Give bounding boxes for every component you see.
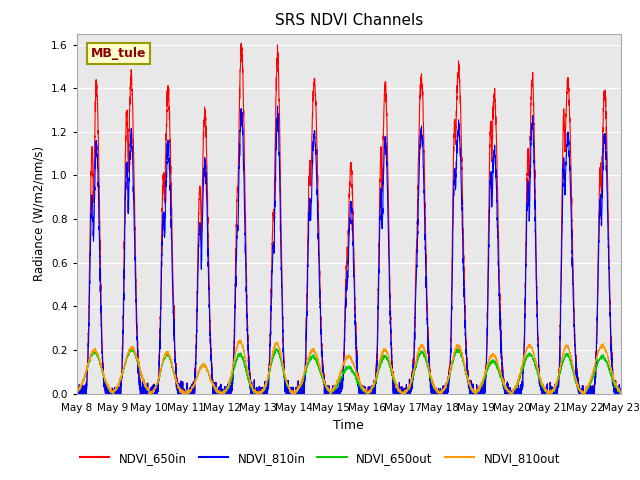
- Y-axis label: Radiance (W/m2/nm/s): Radiance (W/m2/nm/s): [33, 146, 45, 281]
- Text: MB_tule: MB_tule: [90, 47, 146, 60]
- NDVI_810in: [588, 391, 596, 396]
- NDVI_810in: [413, 250, 421, 255]
- NDVI_810out: [564, 345, 572, 350]
- NDVI_650in: [413, 221, 421, 227]
- NDVI_810in: [138, 389, 146, 395]
- NDVI_810in: [274, 103, 282, 109]
- NDVI_650in: [237, 40, 245, 46]
- NDVI_810out: [617, 391, 625, 396]
- NDVI_810out: [413, 352, 421, 358]
- Line: NDVI_650out: NDVI_650out: [77, 348, 621, 394]
- NDVI_650out: [129, 346, 136, 351]
- NDVI_650in: [73, 391, 81, 396]
- NDVI_650out: [567, 360, 575, 366]
- NDVI_810out: [138, 373, 146, 379]
- Title: SRS NDVI Channels: SRS NDVI Channels: [275, 13, 423, 28]
- NDVI_810in: [564, 141, 572, 147]
- NDVI_650out: [73, 391, 81, 396]
- NDVI_810in: [282, 388, 289, 394]
- Line: NDVI_810out: NDVI_810out: [77, 340, 621, 394]
- NDVI_810out: [73, 391, 81, 396]
- NDVI_650out: [617, 391, 625, 396]
- NDVI_810out: [567, 353, 575, 359]
- Line: NDVI_650in: NDVI_650in: [77, 43, 621, 394]
- NDVI_650in: [282, 386, 289, 392]
- NDVI_810in: [617, 391, 625, 396]
- NDVI_810in: [567, 191, 575, 197]
- NDVI_650out: [138, 375, 146, 381]
- NDVI_810out: [237, 337, 244, 343]
- NDVI_650out: [564, 353, 572, 359]
- Legend: NDVI_650in, NDVI_810in, NDVI_650out, NDVI_810out: NDVI_650in, NDVI_810in, NDVI_650out, NDV…: [75, 447, 565, 469]
- NDVI_650in: [138, 388, 146, 394]
- NDVI_650in: [617, 391, 625, 396]
- NDVI_650in: [588, 391, 596, 396]
- NDVI_650out: [282, 376, 289, 382]
- NDVI_650in: [567, 149, 575, 155]
- NDVI_810in: [73, 391, 81, 396]
- NDVI_810out: [282, 373, 289, 379]
- NDVI_810out: [588, 372, 596, 378]
- Line: NDVI_810in: NDVI_810in: [77, 106, 621, 394]
- NDVI_650in: [564, 87, 572, 93]
- X-axis label: Time: Time: [333, 419, 364, 432]
- NDVI_650out: [588, 377, 596, 383]
- NDVI_650out: [413, 357, 421, 363]
